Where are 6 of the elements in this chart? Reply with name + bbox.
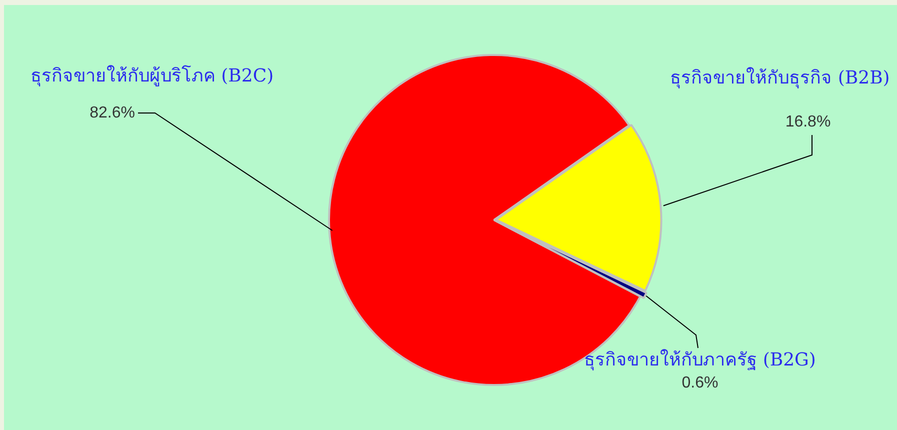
data-label: 16.8% [785,113,831,130]
slice-label: ธุรกิจขายให้กับผู้บริโภค (B2C) [30,64,274,87]
data-label: 82.6% [90,104,135,122]
slice-label: ธุรกิจขายให้กับภาครัฐ (B2G) [584,348,816,371]
slice-label: ธุรกิจขายให้กับธุรกิจ (B2B) [670,66,890,89]
data-label: 0.6% [682,374,718,392]
